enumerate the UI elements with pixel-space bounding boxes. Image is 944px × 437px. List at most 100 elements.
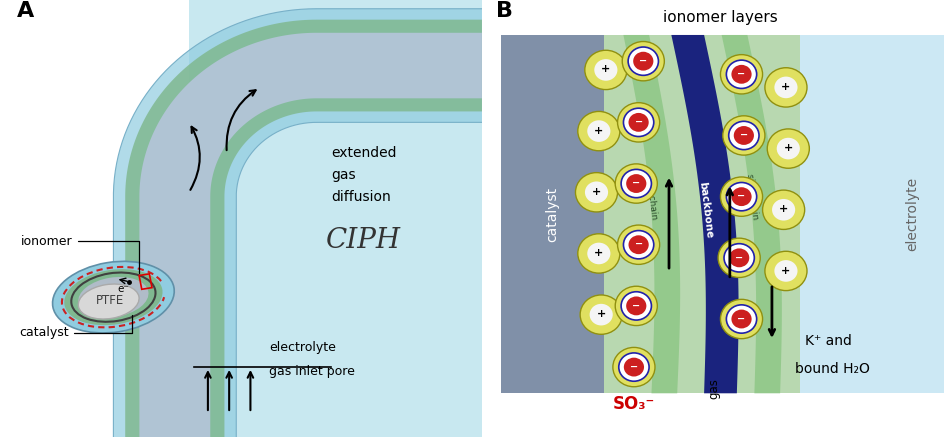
Polygon shape [721,35,781,393]
Text: side chain: side chain [744,173,759,220]
Text: +: + [781,82,790,92]
Text: −: − [638,56,647,66]
Circle shape [577,111,619,151]
Circle shape [722,116,764,155]
Text: gas: gas [706,378,719,399]
Circle shape [626,174,646,193]
Circle shape [729,248,749,267]
Text: gas inlet pore: gas inlet pore [269,365,355,378]
Text: +: + [591,187,600,197]
Polygon shape [126,20,481,437]
Text: +: + [594,126,603,135]
Circle shape [613,347,654,387]
Text: catalyst: catalyst [19,315,132,340]
Text: SO₃⁻: SO₃⁻ [612,395,654,413]
Ellipse shape [78,277,148,317]
Bar [139,274,152,289]
Polygon shape [623,35,680,393]
Circle shape [589,304,612,326]
Circle shape [586,120,610,142]
Text: B: B [496,1,513,21]
Circle shape [731,187,750,206]
Text: −: − [632,178,640,188]
Polygon shape [670,35,738,393]
Circle shape [731,309,750,329]
Circle shape [617,103,659,142]
Circle shape [623,108,653,136]
Text: CIPH: CIPH [326,227,401,254]
Circle shape [632,52,652,71]
Circle shape [728,121,758,149]
Text: PTFE: PTFE [95,294,124,307]
Text: e⁻: e⁻ [118,284,129,294]
Text: gas: gas [330,168,355,182]
Circle shape [719,177,762,216]
Circle shape [584,50,626,90]
Text: −: − [633,239,642,249]
Circle shape [628,47,658,75]
Text: diffusion: diffusion [330,190,390,204]
Text: +: + [596,309,605,319]
Ellipse shape [53,261,174,333]
Circle shape [726,183,756,211]
Circle shape [577,234,619,273]
Circle shape [628,235,648,254]
Circle shape [580,295,621,334]
Text: −: − [736,191,745,201]
Bar [500,35,603,393]
Circle shape [626,296,646,316]
Bar [189,0,481,437]
Circle shape [623,357,644,377]
Text: catalyst: catalyst [545,187,559,242]
Circle shape [621,42,664,81]
Circle shape [623,231,653,259]
Text: −: − [736,69,745,79]
Circle shape [723,244,753,272]
Ellipse shape [64,269,162,325]
Bar [748,35,944,393]
Text: backbone: backbone [697,181,713,239]
Text: A: A [16,1,34,21]
Circle shape [776,138,799,160]
Text: +: + [594,248,603,258]
Circle shape [764,251,806,291]
Ellipse shape [78,284,139,319]
Circle shape [726,305,756,333]
Circle shape [719,299,762,339]
Circle shape [618,353,649,381]
Circle shape [773,76,797,98]
Text: −: − [739,130,747,140]
Text: +: + [783,143,792,153]
Text: +: + [600,65,610,74]
Circle shape [615,286,657,326]
Text: +: + [781,266,790,275]
Text: ionomer layers: ionomer layers [663,10,777,25]
Text: −: − [736,314,745,323]
Circle shape [617,225,659,264]
Text: extended: extended [330,146,396,160]
Circle shape [717,238,759,277]
Text: −: − [632,301,640,310]
Circle shape [575,173,617,212]
Bar [589,35,800,393]
Circle shape [762,190,803,229]
Text: electrolyte: electrolyte [904,177,919,251]
Circle shape [764,68,806,107]
Circle shape [733,126,753,145]
Circle shape [586,243,610,264]
Circle shape [615,164,657,203]
Circle shape [620,170,650,198]
Circle shape [584,181,607,203]
Text: −: − [633,117,642,127]
Circle shape [771,199,794,221]
Circle shape [773,260,797,282]
Polygon shape [140,33,481,437]
Text: side chain: side chain [643,173,658,220]
Circle shape [731,65,750,84]
Text: −: − [734,253,742,262]
Text: ionomer: ionomer [21,235,140,274]
Circle shape [594,59,616,81]
Polygon shape [113,9,481,437]
Text: electrolyte: electrolyte [269,341,336,354]
Circle shape [628,113,648,132]
